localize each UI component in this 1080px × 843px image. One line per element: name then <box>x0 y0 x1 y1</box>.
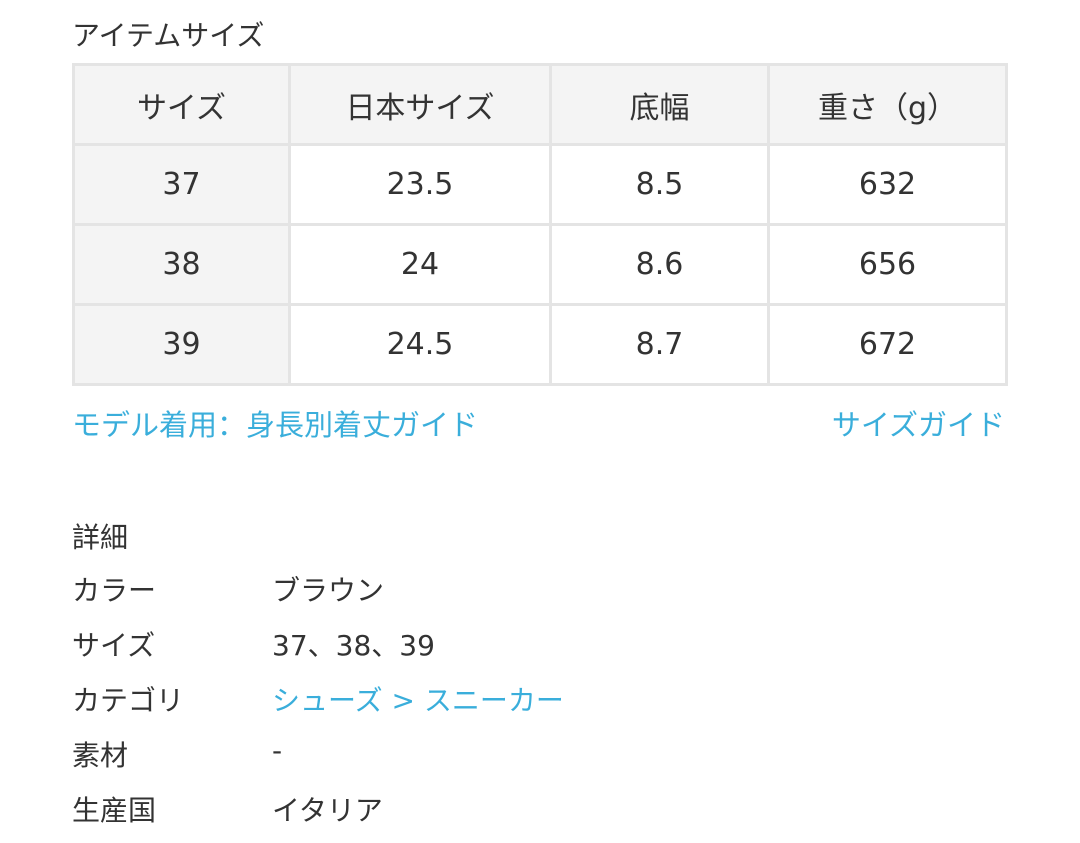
detail-value: - <box>272 734 283 767</box>
detail-row: サイズ 37、38、39 <box>72 624 435 664</box>
table-cell: 38 <box>72 223 291 306</box>
detail-row: カテゴリ シューズ > スニーカー <box>72 679 564 719</box>
table-cell: 632 <box>767 143 1008 226</box>
detail-row: カラー ブラウン <box>72 569 384 609</box>
table-cell: 39 <box>72 303 291 386</box>
table-cell: 8.7 <box>549 303 770 386</box>
table-row: 37 23.5 8.5 632 <box>72 143 1008 226</box>
table-cell: 23.5 <box>288 143 552 226</box>
details-title: 詳細 <box>72 521 129 554</box>
detail-label: 素材 <box>72 739 129 772</box>
table-cell: 8.5 <box>549 143 770 226</box>
header-cell: 日本サイズ <box>288 63 552 146</box>
table-row: 39 24.5 8.7 672 <box>72 303 1008 386</box>
detail-value: ブラウン <box>272 574 385 607</box>
detail-label: カテゴリ <box>72 684 185 717</box>
table-header-row: サイズ 日本サイズ 底幅 重さ（g） <box>72 63 1008 146</box>
detail-label: 生産国 <box>72 794 157 827</box>
item-size-title: アイテムサイズ <box>72 19 265 52</box>
category-link[interactable]: シューズ > スニーカー <box>272 684 564 717</box>
detail-value: イタリア <box>272 794 383 827</box>
detail-row: 生産国 イタリア <box>72 789 383 829</box>
table-row: 38 24 8.6 656 <box>72 223 1008 306</box>
table-cell: 24 <box>288 223 552 306</box>
detail-label: サイズ <box>72 629 156 662</box>
size-guide-link[interactable]: サイズガイド <box>831 408 1005 442</box>
model-height-guide-link[interactable]: モデル着用：身長別着丈ガイド <box>72 408 479 442</box>
detail-row: 素材 - <box>72 734 282 774</box>
header-cell: サイズ <box>72 63 291 146</box>
table-cell: 37 <box>72 143 291 226</box>
table-cell: 672 <box>767 303 1008 386</box>
table-cell: 24.5 <box>288 303 552 386</box>
header-cell: 重さ（g） <box>767 63 1008 146</box>
table-cell: 656 <box>767 223 1008 306</box>
detail-value: 37、38、39 <box>272 629 435 662</box>
table-cell: 8.6 <box>549 223 770 306</box>
detail-label: カラー <box>72 574 157 607</box>
size-table: サイズ 日本サイズ 底幅 重さ（g） 37 23.5 8.5 632 38 24 8.6 65… <box>72 63 1008 386</box>
header-cell: 底幅 <box>549 63 770 146</box>
